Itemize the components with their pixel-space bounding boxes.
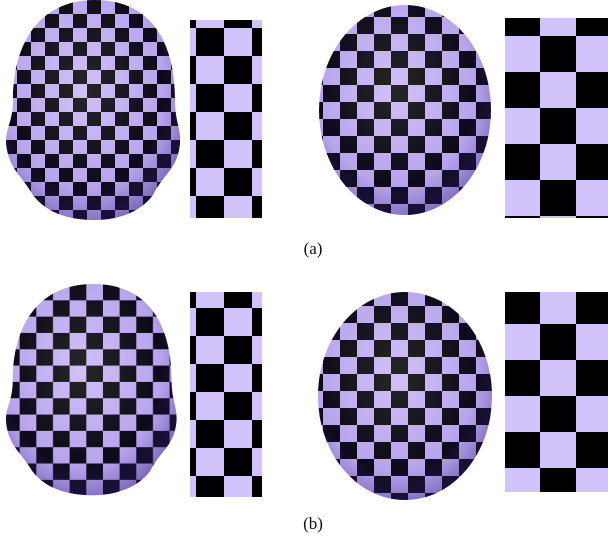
texture-strip — [505, 18, 608, 218]
figure: (a) (b) — [0, 0, 608, 542]
texture-strip — [190, 292, 262, 497]
row-b: (b) — [6, 284, 608, 533]
texture-strip — [190, 20, 262, 218]
face-mesh — [6, 284, 177, 495]
panel-label: (b) — [303, 514, 323, 533]
sphere-mesh — [319, 5, 491, 215]
page: (a) (b) (() => { const data = JSON.parse… — [0, 0, 608, 542]
texture-strip — [505, 292, 608, 492]
sphere-mesh — [318, 292, 492, 500]
face-mesh — [6, 0, 180, 220]
row-a: (a) — [6, 0, 608, 258]
panel-label: (a) — [304, 239, 323, 258]
